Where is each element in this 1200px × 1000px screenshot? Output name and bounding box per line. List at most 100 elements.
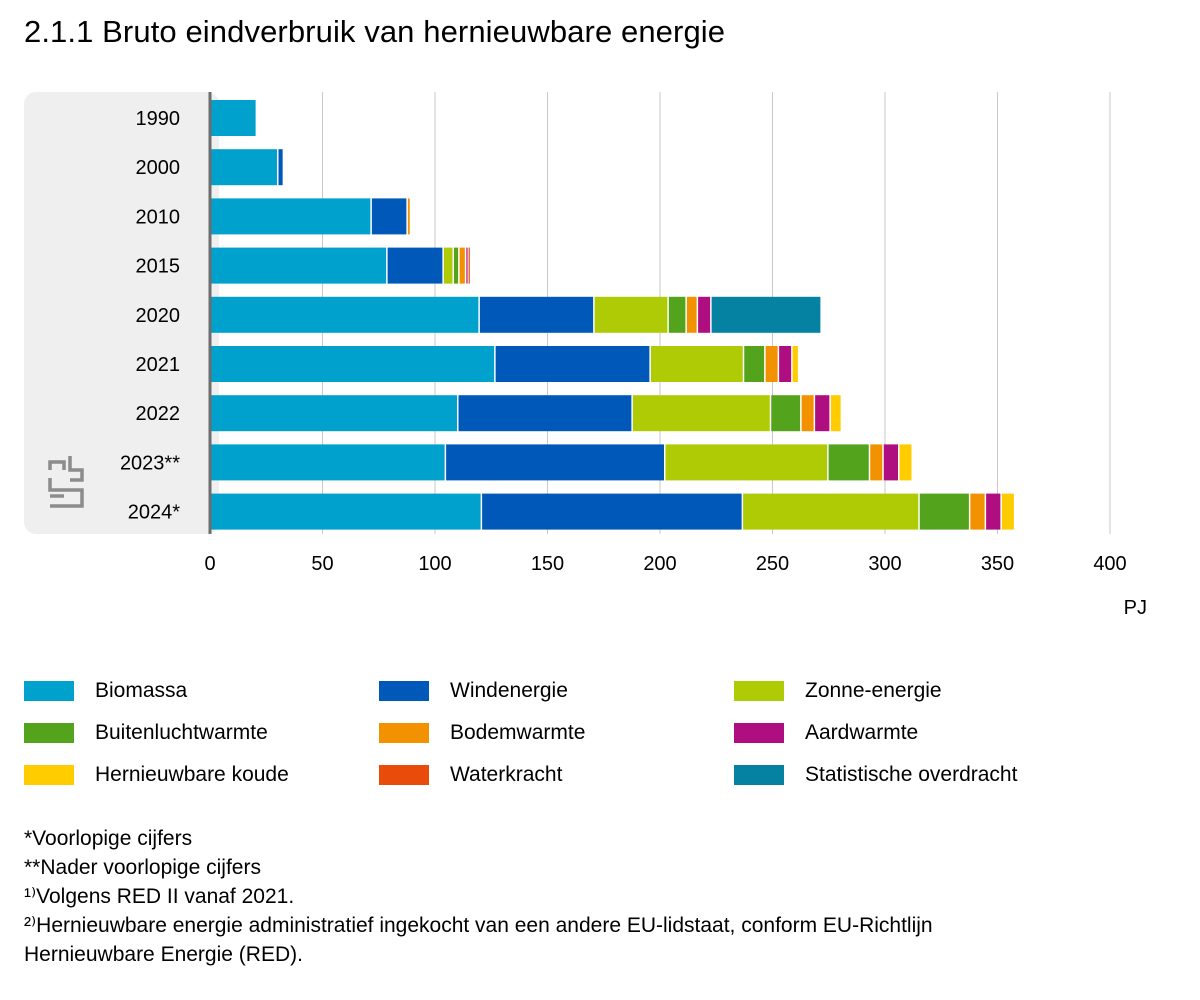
legend-item-zonne-energie: Zonne-energie xyxy=(734,676,942,706)
bar-biomassa-2024 xyxy=(211,493,481,530)
bar-buitenluchtwarmte-2020 xyxy=(668,296,686,333)
bar-hernieuwbare-koude-2024 xyxy=(1001,493,1014,530)
legend-label: Hernieuwbare koude xyxy=(95,763,289,786)
bar-aardwarmte-2015 xyxy=(466,247,468,284)
category-label-3: 2015 xyxy=(136,256,181,278)
bar-biomassa-2010 xyxy=(211,198,371,235)
category-panel xyxy=(24,92,219,534)
bar-zonne-energie-2020 xyxy=(594,296,668,333)
legend-swatch xyxy=(379,681,429,701)
bar-zonne-energie-2023 xyxy=(665,444,828,481)
category-label-4: 2020 xyxy=(136,305,181,327)
footnote: *Voorlopige cijfers xyxy=(24,827,193,850)
legend-swatch xyxy=(24,723,74,743)
legend-label: Bodemwarmte xyxy=(450,721,586,744)
category-label-2: 2010 xyxy=(136,206,181,228)
bar-windenergie-2022 xyxy=(458,395,632,432)
legend-item-waterkracht: Waterkracht xyxy=(379,760,562,790)
legend-item-hernieuwbare-koude: Hernieuwbare koude xyxy=(24,760,289,790)
category-label-0: 1990 xyxy=(136,108,181,130)
x-tick-350: 350 xyxy=(981,553,1014,575)
bar-windenergie-2010 xyxy=(371,198,407,235)
bar-windenergie-2021 xyxy=(495,346,650,382)
x-tick-150: 150 xyxy=(531,553,564,575)
legend-item-buitenluchtwarmte: Buitenluchtwarmte xyxy=(24,718,268,748)
legend-label: Buitenluchtwarmte xyxy=(95,721,268,744)
legend-item-statistische-overdracht: Statistische overdracht xyxy=(734,760,1017,790)
legend-swatch xyxy=(24,681,74,701)
legend-item-biomassa: Biomassa xyxy=(24,676,187,706)
bar-chart: 19902000201020152020202120222023**2024* … xyxy=(0,0,1147,619)
bar-biomassa-2000 xyxy=(211,149,277,186)
x-tick-0: 0 xyxy=(204,553,215,575)
legend-swatch xyxy=(734,681,784,701)
legend-label: Aardwarmte xyxy=(805,721,919,744)
legend-swatch xyxy=(379,723,429,743)
bar-bodemwarmte-2015 xyxy=(459,247,465,284)
bar-biomassa-2020 xyxy=(211,296,479,333)
legend-swatch xyxy=(734,765,784,785)
x-tick-400: 400 xyxy=(1093,553,1126,575)
bar-aardwarmte-2023 xyxy=(883,444,898,481)
bar-biomassa-2023 xyxy=(211,444,445,481)
bar-buitenluchtwarmte-2021 xyxy=(744,346,765,382)
legend-label: Biomassa xyxy=(95,679,188,702)
x-tick-labels: 0 50 100 150 200 250 300 350 400 xyxy=(204,553,1126,575)
bar-hernieuwbare-koude-2021 xyxy=(792,346,798,382)
bar-biomassa-2022 xyxy=(211,395,457,432)
footnotes: *Voorlopige cijfers **Nader voorlopige c… xyxy=(24,824,933,969)
bar-zonne-energie-2015 xyxy=(443,247,453,284)
x-tick-100: 100 xyxy=(418,553,451,575)
bar-aardwarmte-2020 xyxy=(698,296,711,333)
bar-buitenluchtwarmte-2022 xyxy=(771,395,801,432)
bar-bodemwarmte-2022 xyxy=(801,395,814,432)
bar-windenergie-2024 xyxy=(482,493,742,530)
footnote: Hernieuwbare Energie (RED). xyxy=(24,943,303,966)
bar-windenergie-2020 xyxy=(479,296,594,333)
bar-aardwarmte-2021 xyxy=(779,346,792,382)
legend-item-windenergie: Windenergie xyxy=(379,676,568,706)
category-label-7: 2023** xyxy=(120,452,180,474)
bar-statistische-overdracht-2020 xyxy=(711,296,821,333)
bar-biomassa-2021 xyxy=(211,346,495,382)
cbs-logo-icon xyxy=(48,456,84,508)
bar-biomassa-2015 xyxy=(211,247,387,284)
legend-swatch xyxy=(734,723,784,743)
legend-label: Waterkracht xyxy=(450,763,563,786)
x-tick-250: 250 xyxy=(756,553,789,575)
category-labels: 1990 2000 2010 2015 2020 2021 2022 2023** 2024* xyxy=(120,108,180,524)
bar-zonne-energie-2022 xyxy=(632,395,770,432)
category-label-6: 2022 xyxy=(136,403,181,425)
bar-biomassa-1990 xyxy=(211,100,256,136)
bar-bodemwarmte-2023 xyxy=(870,444,883,481)
bar-hernieuwbare-koude-2022 xyxy=(830,395,841,432)
bar-bodemwarmte-2010 xyxy=(407,198,410,235)
bar-windenergie-2000 xyxy=(278,149,283,186)
legend-label: Windenergie xyxy=(450,679,568,702)
legend-item-aardwarmte: Aardwarmte xyxy=(734,718,918,748)
bar-aardwarmte-2022 xyxy=(815,395,830,432)
bars xyxy=(211,100,1014,530)
x-axis-label: PJ xyxy=(1124,597,1147,619)
bar-aardwarmte-2024 xyxy=(986,493,1001,530)
legend-swatch xyxy=(24,765,74,785)
chart-title: 2.1.1 Bruto eindverbruik van hernieuwbar… xyxy=(24,14,726,49)
bar-buitenluchtwarmte-2015 xyxy=(454,247,459,284)
legend-label: Zonne-energie xyxy=(805,679,942,702)
bar-buitenluchtwarmte-2023 xyxy=(828,444,869,481)
bar-windenergie-2015 xyxy=(387,247,443,284)
bar-zonne-energie-2024 xyxy=(743,493,919,530)
footnote: ²⁾Hernieuwbare energie administratief in… xyxy=(24,914,933,937)
bar-buitenluchtwarmte-2024 xyxy=(919,493,969,530)
legend-label: Statistische overdracht xyxy=(805,763,1018,786)
category-label-1: 2000 xyxy=(136,157,181,179)
x-tick-50: 50 xyxy=(311,553,333,575)
bar-bodemwarmte-2024 xyxy=(970,493,985,530)
bar-bodemwarmte-2021 xyxy=(765,346,778,382)
bar-hernieuwbare-koude-2023 xyxy=(899,444,912,481)
category-label-5: 2021 xyxy=(136,354,181,376)
bar-waterkracht-2015 xyxy=(468,247,470,284)
logo-text: cbs xyxy=(0,0,2,1)
bar-windenergie-2023 xyxy=(446,444,664,481)
footnote: **Nader voorlopige cijfers xyxy=(24,856,261,879)
